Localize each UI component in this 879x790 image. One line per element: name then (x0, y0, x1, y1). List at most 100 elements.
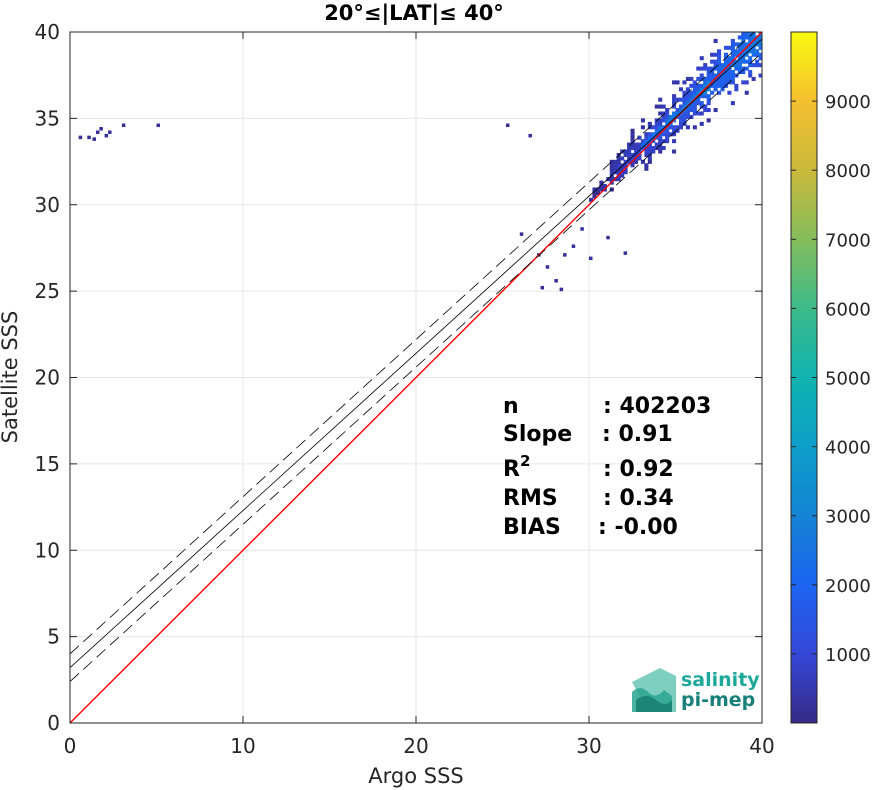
density-bin (699, 56, 704, 61)
stat-label: Slope (503, 422, 572, 447)
density-bin (696, 87, 701, 92)
density-bin (755, 42, 760, 47)
density-bin (613, 166, 618, 171)
regression-lines (70, 32, 762, 723)
density-bin (748, 73, 753, 78)
colorbar-tick-label: 5000 (825, 369, 871, 390)
density-bin (710, 76, 715, 81)
density-bin (633, 152, 639, 157)
density-bin (751, 49, 756, 54)
density-bin (647, 156, 652, 161)
density-bin (706, 70, 711, 75)
density-bin (710, 73, 715, 78)
density-bin (755, 52, 760, 57)
density-bin (734, 66, 739, 71)
density-bin (713, 83, 718, 88)
stat-value: : 402203 (603, 394, 711, 419)
density-bin (720, 63, 725, 68)
outlier-bin (563, 253, 567, 257)
line-fit- (70, 32, 755, 655)
density-bin (710, 90, 715, 95)
density-bin (685, 111, 690, 116)
density-bin (713, 73, 718, 78)
density-bin (672, 80, 677, 85)
density-bin (682, 114, 687, 119)
x-tick-label: 40 (749, 734, 774, 758)
density-bin (706, 80, 711, 85)
density-bin (685, 125, 690, 130)
density-bin (734, 59, 739, 64)
outlier-bin (108, 130, 112, 134)
density-bin (630, 156, 635, 161)
density-bin (741, 32, 746, 37)
density-bin (720, 87, 725, 92)
density-bin (710, 66, 715, 71)
density-bin (685, 94, 690, 99)
density-bin (717, 80, 722, 85)
density-bin (692, 87, 697, 92)
salinity-pi-mep-logo: salinity pi-mep (632, 668, 760, 712)
density-bin (748, 63, 753, 68)
density-bin (661, 114, 666, 119)
stat-label: BIAS (503, 515, 561, 540)
outlier-bin (519, 232, 524, 236)
density-bin (672, 111, 677, 116)
density-bin (723, 59, 728, 64)
density-bin (654, 104, 659, 109)
density-bin (737, 66, 742, 71)
density-bin (678, 87, 684, 92)
density-bin (606, 177, 611, 182)
density-bin (685, 114, 690, 119)
density-bin (675, 108, 680, 113)
density-bin (692, 94, 697, 99)
density-bin (627, 159, 632, 164)
density-bin (751, 32, 756, 37)
density-bin (755, 59, 760, 64)
density-bin (727, 59, 732, 64)
density-bin (751, 45, 756, 50)
density-bin (692, 125, 697, 130)
density-bin (592, 190, 597, 195)
density-bin (647, 132, 652, 137)
density-bin (713, 87, 718, 92)
density-bin (592, 194, 597, 199)
logo-mark-icon (632, 668, 676, 712)
density-bin (692, 111, 697, 116)
density-bin (730, 76, 735, 81)
density-bin (665, 135, 670, 140)
density-bin (599, 187, 604, 192)
density-bin (717, 90, 722, 95)
density-bin (682, 121, 687, 126)
outlier-bin (571, 244, 576, 248)
density-bin (640, 159, 645, 164)
stat-value: : -0.00 (598, 515, 678, 540)
outlier-bin (528, 133, 532, 138)
density-bin (706, 97, 711, 102)
density-bin (685, 87, 690, 92)
density-bin (713, 63, 718, 68)
density-bin (699, 87, 704, 92)
density-bin (654, 121, 659, 126)
density-bin (717, 49, 722, 54)
density-bin (658, 104, 663, 109)
density-bin (623, 159, 628, 164)
x-tick-label: 20 (403, 734, 428, 758)
density-bin (665, 111, 670, 116)
density-bin (748, 32, 753, 37)
density-bin (658, 146, 663, 151)
density-bin (672, 139, 677, 144)
density-bin (758, 63, 762, 68)
density-bin (730, 45, 735, 50)
stat-label: RMS (503, 486, 558, 511)
density-bin (741, 56, 746, 61)
density-bin (730, 73, 735, 78)
density-bin (651, 146, 656, 151)
density-bin (613, 159, 618, 164)
density-bin (730, 80, 735, 85)
density-bin (658, 128, 663, 133)
density-bin (727, 73, 732, 78)
density-bin (737, 42, 742, 47)
density-bin (654, 142, 659, 147)
density-bin (644, 152, 649, 157)
